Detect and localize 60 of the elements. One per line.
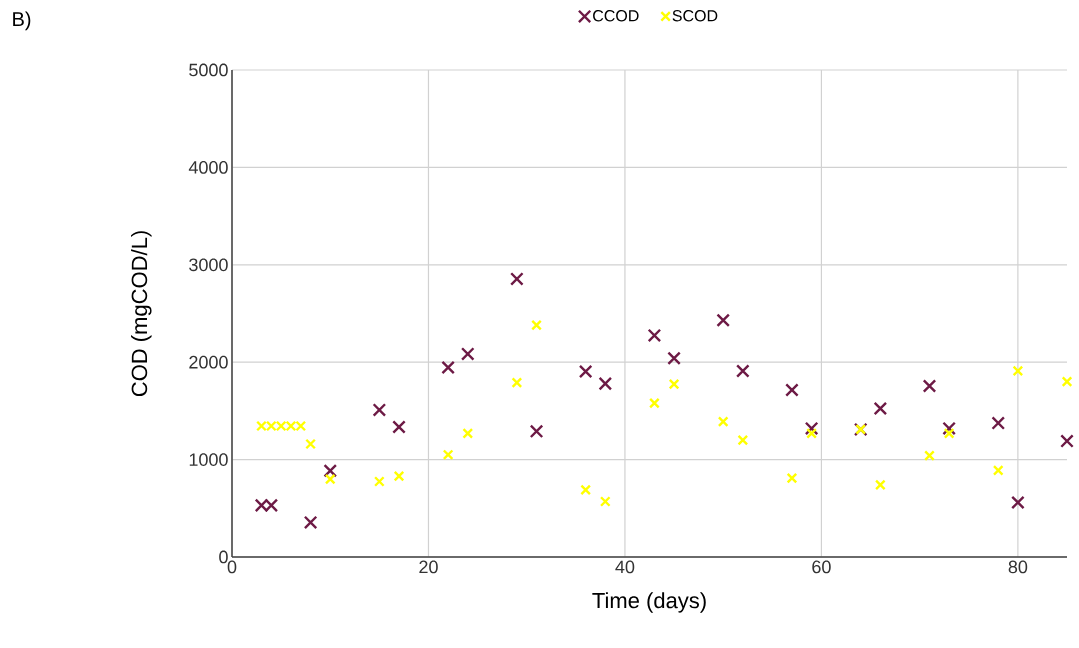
x-tick-label: 60 <box>812 560 831 574</box>
y-tick-label: 3000 <box>189 258 228 272</box>
point <box>460 347 475 361</box>
point <box>305 438 317 450</box>
point <box>462 427 474 439</box>
x-axis-title: Time (days) <box>592 592 706 613</box>
point <box>648 397 660 409</box>
point <box>578 364 593 379</box>
point <box>785 383 799 397</box>
point <box>717 416 729 428</box>
point <box>393 470 405 482</box>
point <box>874 479 886 491</box>
point <box>1011 495 1025 510</box>
point <box>991 416 1006 430</box>
legend-label: CCOD <box>593 10 639 22</box>
point <box>922 379 937 393</box>
point <box>737 434 749 446</box>
point <box>806 427 818 439</box>
point <box>580 484 592 496</box>
legend-label: SCOD <box>672 10 718 22</box>
point <box>442 449 454 461</box>
point <box>598 376 613 391</box>
y-tick-label: 0 <box>219 550 228 564</box>
point <box>441 360 455 375</box>
point <box>303 515 318 530</box>
point <box>323 463 338 478</box>
point <box>1060 434 1074 448</box>
point <box>531 319 542 331</box>
point <box>716 313 731 328</box>
y-tick-label: 4000 <box>188 161 228 174</box>
point <box>924 450 935 462</box>
y-axis-title: COD (mgCOD/L) <box>131 231 152 397</box>
y-tick-label: 1000 <box>189 453 228 466</box>
point <box>529 424 544 439</box>
point <box>1012 365 1024 377</box>
y-tick-label: 2000 <box>189 355 228 369</box>
point <box>735 364 750 378</box>
point <box>392 420 406 434</box>
point <box>1061 376 1073 388</box>
point <box>510 272 524 286</box>
point <box>599 496 611 507</box>
point <box>667 351 681 366</box>
x-tick-label: 0 <box>227 560 237 574</box>
point <box>647 328 662 343</box>
point <box>372 403 387 417</box>
point <box>373 476 385 487</box>
x-tick-label: 20 <box>419 560 438 574</box>
point <box>942 421 956 436</box>
point <box>873 401 888 416</box>
x-tick-label: 80 <box>1008 560 1028 574</box>
point <box>943 427 955 439</box>
point <box>786 472 798 484</box>
point <box>804 421 819 436</box>
point <box>511 377 523 389</box>
point <box>992 464 1004 476</box>
x-tick-label: 40 <box>615 560 635 574</box>
point <box>324 473 336 485</box>
text: B) <box>13 11 31 31</box>
y-tick-label: 5000 <box>189 63 228 77</box>
point <box>668 378 680 390</box>
